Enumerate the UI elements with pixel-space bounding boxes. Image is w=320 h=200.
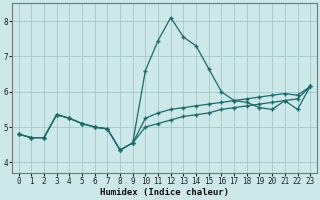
X-axis label: Humidex (Indice chaleur): Humidex (Indice chaleur) <box>100 188 229 197</box>
